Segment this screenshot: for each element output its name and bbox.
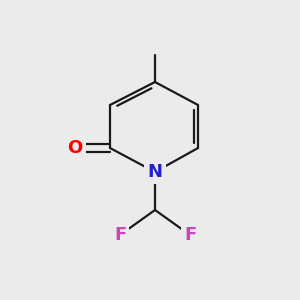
Text: N: N: [148, 163, 163, 181]
Text: F: F: [184, 226, 196, 244]
Text: F: F: [114, 226, 126, 244]
Text: O: O: [68, 139, 82, 157]
